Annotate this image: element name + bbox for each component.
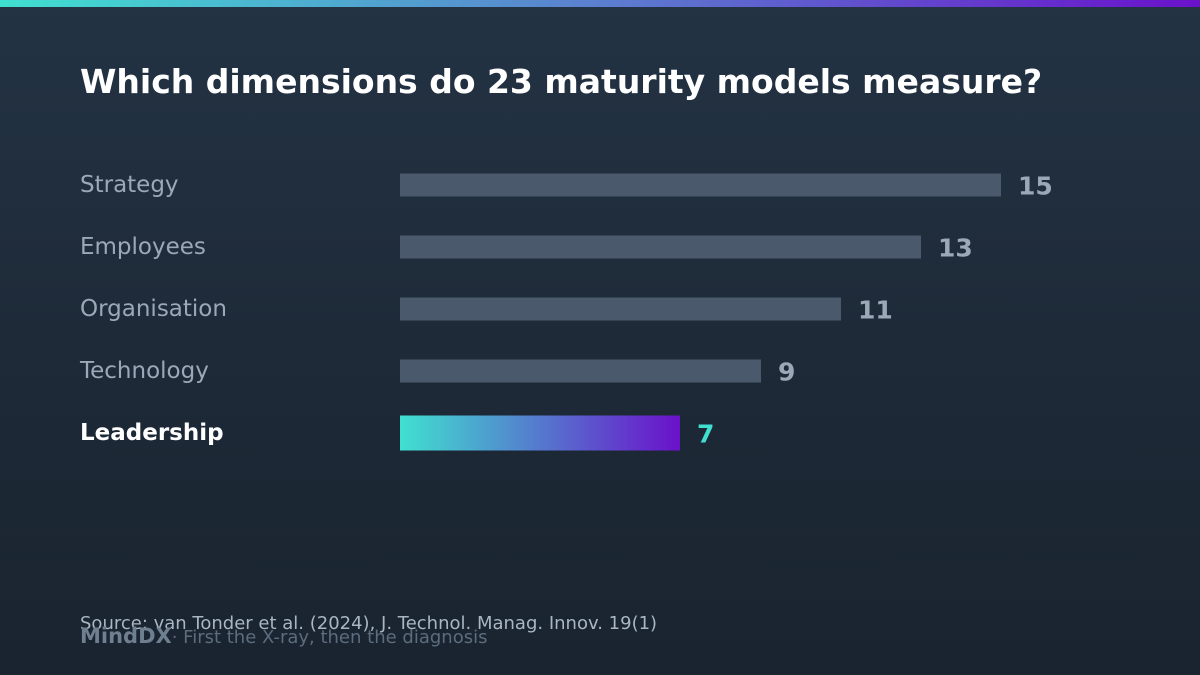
- value-label: 7: [697, 420, 714, 449]
- brand-footer: MindDX· First the X-ray, then the diagno…: [80, 624, 487, 648]
- category-label: Employees: [80, 234, 206, 260]
- category-label: Strategy: [80, 172, 179, 198]
- value-label: 11: [858, 296, 893, 325]
- bar-chart: Strategy 15 Employees 13 Organisation 11 Techn…: [79, 172, 1053, 451]
- value-label: 15: [1018, 172, 1053, 201]
- category-label: Organisation: [80, 296, 227, 322]
- value-label: 9: [778, 358, 795, 387]
- bar: [400, 359, 761, 383]
- brand-tagline: · First the X-ray, then the diagnosis: [171, 627, 488, 648]
- top-accent-stripe: [0, 0, 1200, 7]
- bar: [400, 415, 680, 451]
- bar: [400, 173, 1001, 197]
- category-label: Technology: [79, 358, 209, 384]
- bar: [400, 235, 921, 259]
- value-label: 13: [938, 234, 973, 263]
- bar: [400, 297, 841, 321]
- category-label: Leadership: [80, 420, 224, 446]
- page-title: Which dimensions do 23 maturity models m…: [80, 62, 1043, 101]
- source-note: Source: van Tonder et al. (2024), J. Tec…: [80, 613, 658, 634]
- brand-name: MindDX: [80, 624, 172, 648]
